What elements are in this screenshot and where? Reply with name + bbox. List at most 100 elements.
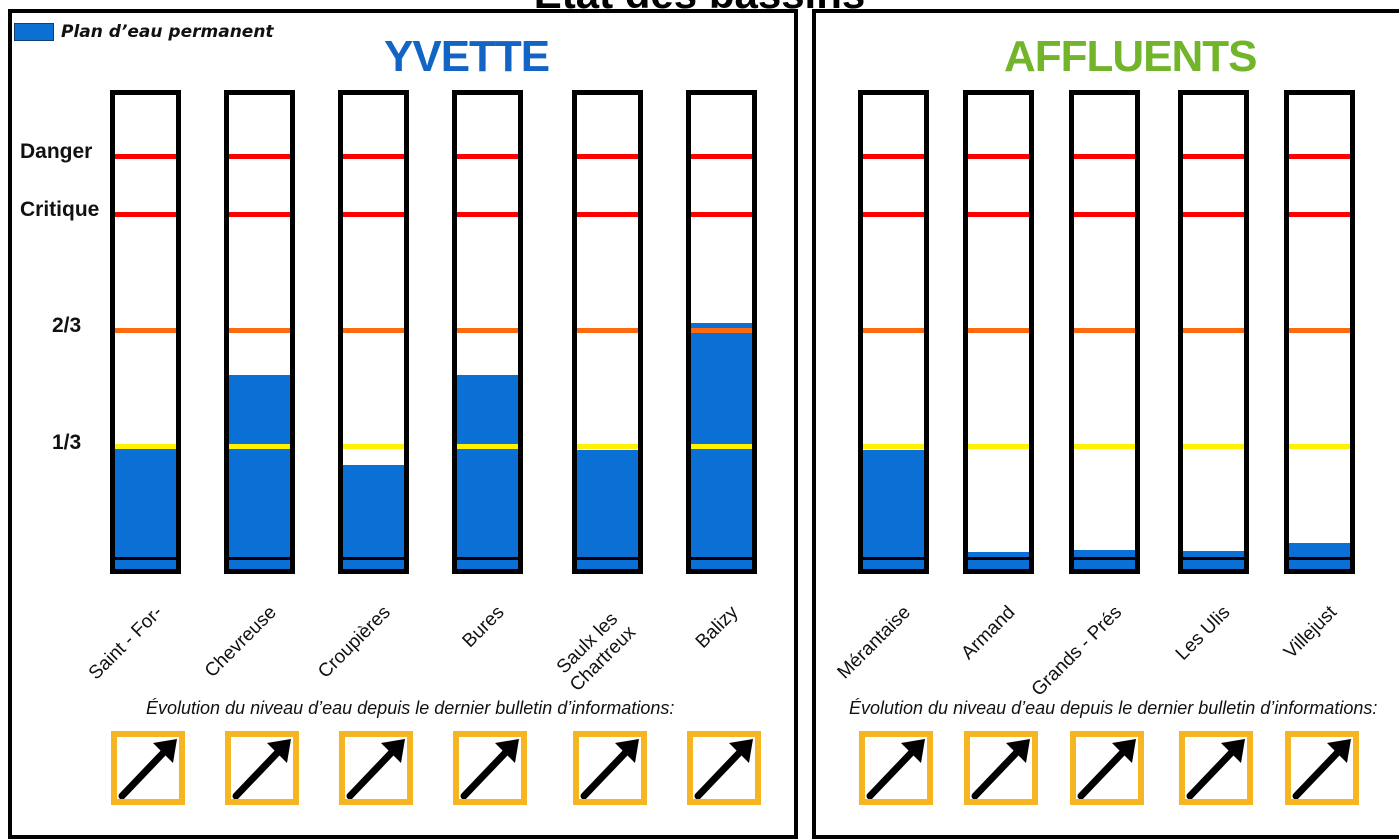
two-thirds-threshold-line bbox=[115, 328, 176, 333]
trend-box bbox=[453, 731, 527, 805]
danger-threshold-line bbox=[115, 154, 176, 159]
basin-gauge bbox=[1178, 90, 1249, 574]
one-third-threshold-line bbox=[691, 444, 752, 449]
danger-threshold-line bbox=[968, 154, 1029, 159]
two-thirds-threshold-line bbox=[229, 328, 290, 333]
danger-threshold-line bbox=[577, 154, 638, 159]
permanent-water-line bbox=[691, 557, 752, 560]
arrow-up-right-icon bbox=[694, 739, 753, 799]
arrow-up-right-icon bbox=[1077, 739, 1136, 799]
arrow-up-right-icon bbox=[232, 739, 291, 799]
critique-threshold-line bbox=[691, 212, 752, 217]
permanent-water-line bbox=[1183, 557, 1244, 560]
two-thirds-threshold-line bbox=[343, 328, 404, 333]
critique-threshold-line bbox=[577, 212, 638, 217]
water-level-fill bbox=[863, 450, 924, 569]
permanent-water-line bbox=[1289, 557, 1350, 560]
two-thirds-label: 2/3 bbox=[52, 314, 82, 337]
critique-threshold-line bbox=[115, 212, 176, 217]
permanent-water-line bbox=[577, 557, 638, 560]
basin-gauge bbox=[224, 90, 295, 574]
trend-box bbox=[1285, 731, 1359, 805]
two-thirds-threshold-line bbox=[1183, 328, 1244, 333]
legend: Plan d’eau permanent bbox=[14, 22, 274, 42]
danger-threshold-line bbox=[1074, 154, 1135, 159]
two-thirds-threshold-line bbox=[577, 328, 638, 333]
one-third-threshold-line bbox=[1074, 444, 1135, 449]
trend-box bbox=[964, 731, 1038, 805]
trend-box bbox=[225, 731, 299, 805]
basin-gauge bbox=[338, 90, 409, 574]
trend-box bbox=[687, 731, 761, 805]
permanent-water-line bbox=[229, 557, 290, 560]
one-third-threshold-line bbox=[863, 444, 924, 449]
basin-gauge bbox=[452, 90, 523, 574]
one-third-threshold-line bbox=[1183, 444, 1244, 449]
arrow-up-right-icon bbox=[866, 739, 925, 799]
two-thirds-threshold-line bbox=[1289, 328, 1350, 333]
basin-gauge bbox=[572, 90, 643, 574]
yvette-title: YVETTE bbox=[384, 32, 550, 81]
water-level-fill bbox=[1183, 551, 1244, 569]
trend-box bbox=[573, 731, 647, 805]
permanent-water-line bbox=[457, 557, 518, 560]
basin-gauge bbox=[1284, 90, 1355, 574]
two-thirds-threshold-line bbox=[863, 328, 924, 333]
critique-threshold-line bbox=[1074, 212, 1135, 217]
arrow-up-right-icon bbox=[460, 739, 519, 799]
permanent-water-line bbox=[1074, 557, 1135, 560]
two-thirds-threshold-line bbox=[1074, 328, 1135, 333]
trend-box bbox=[339, 731, 413, 805]
permanent-water-line bbox=[863, 557, 924, 560]
affluents-title: AFFLUENTS bbox=[1004, 32, 1258, 81]
arrow-up-right-icon bbox=[346, 739, 405, 799]
water-level-fill bbox=[229, 375, 290, 569]
critique-threshold-line bbox=[968, 212, 1029, 217]
critique-threshold-line bbox=[457, 212, 518, 217]
trend-box bbox=[859, 731, 933, 805]
one-third-threshold-line bbox=[457, 444, 518, 449]
two-thirds-threshold-line bbox=[968, 328, 1029, 333]
permanent-water-line bbox=[968, 557, 1029, 560]
water-level-fill bbox=[1289, 543, 1350, 569]
water-level-fill bbox=[968, 552, 1029, 569]
two-thirds-threshold-line bbox=[457, 328, 518, 333]
arrow-up-right-icon bbox=[118, 739, 177, 799]
water-level-fill bbox=[115, 446, 176, 569]
two-thirds-threshold-line bbox=[691, 328, 752, 333]
critique-threshold-line bbox=[1183, 212, 1244, 217]
one-third-threshold-line bbox=[115, 444, 176, 449]
danger-threshold-line bbox=[1289, 154, 1350, 159]
permanent-water-line bbox=[343, 557, 404, 560]
danger-threshold-line bbox=[343, 154, 404, 159]
one-third-threshold-line bbox=[577, 444, 638, 449]
basin-gauge bbox=[1069, 90, 1140, 574]
danger-label: Danger bbox=[20, 140, 93, 163]
critique-label: Critique bbox=[20, 198, 100, 221]
one-third-label: 1/3 bbox=[52, 431, 82, 454]
danger-threshold-line bbox=[863, 154, 924, 159]
danger-threshold-line bbox=[229, 154, 290, 159]
danger-threshold-line bbox=[457, 154, 518, 159]
trend-box bbox=[1070, 731, 1144, 805]
critique-threshold-line bbox=[863, 212, 924, 217]
basin-gauge bbox=[110, 90, 181, 574]
basin-gauge bbox=[963, 90, 1034, 574]
basin-gauge bbox=[686, 90, 757, 574]
water-level-fill bbox=[577, 450, 638, 569]
permanent-water-line bbox=[115, 557, 176, 560]
critique-threshold-line bbox=[343, 212, 404, 217]
water-swatch bbox=[14, 23, 54, 41]
danger-threshold-line bbox=[691, 154, 752, 159]
arrow-up-right-icon bbox=[1292, 739, 1351, 799]
one-third-threshold-line bbox=[343, 444, 404, 449]
yvette-evolution-text: Évolution du niveau d’eau depuis le dern… bbox=[146, 698, 675, 718]
affluents-evolution-text: Évolution du niveau d’eau depuis le dern… bbox=[849, 698, 1378, 718]
arrow-up-right-icon bbox=[971, 739, 1030, 799]
legend-label: Plan d’eau permanent bbox=[61, 22, 274, 42]
one-third-threshold-line bbox=[968, 444, 1029, 449]
water-level-fill bbox=[457, 375, 518, 569]
basin-gauge bbox=[858, 90, 929, 574]
danger-threshold-line bbox=[1183, 154, 1244, 159]
one-third-threshold-line bbox=[1289, 444, 1350, 449]
